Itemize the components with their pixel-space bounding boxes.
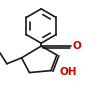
Text: O: O bbox=[72, 41, 81, 51]
Text: OH: OH bbox=[60, 67, 77, 77]
